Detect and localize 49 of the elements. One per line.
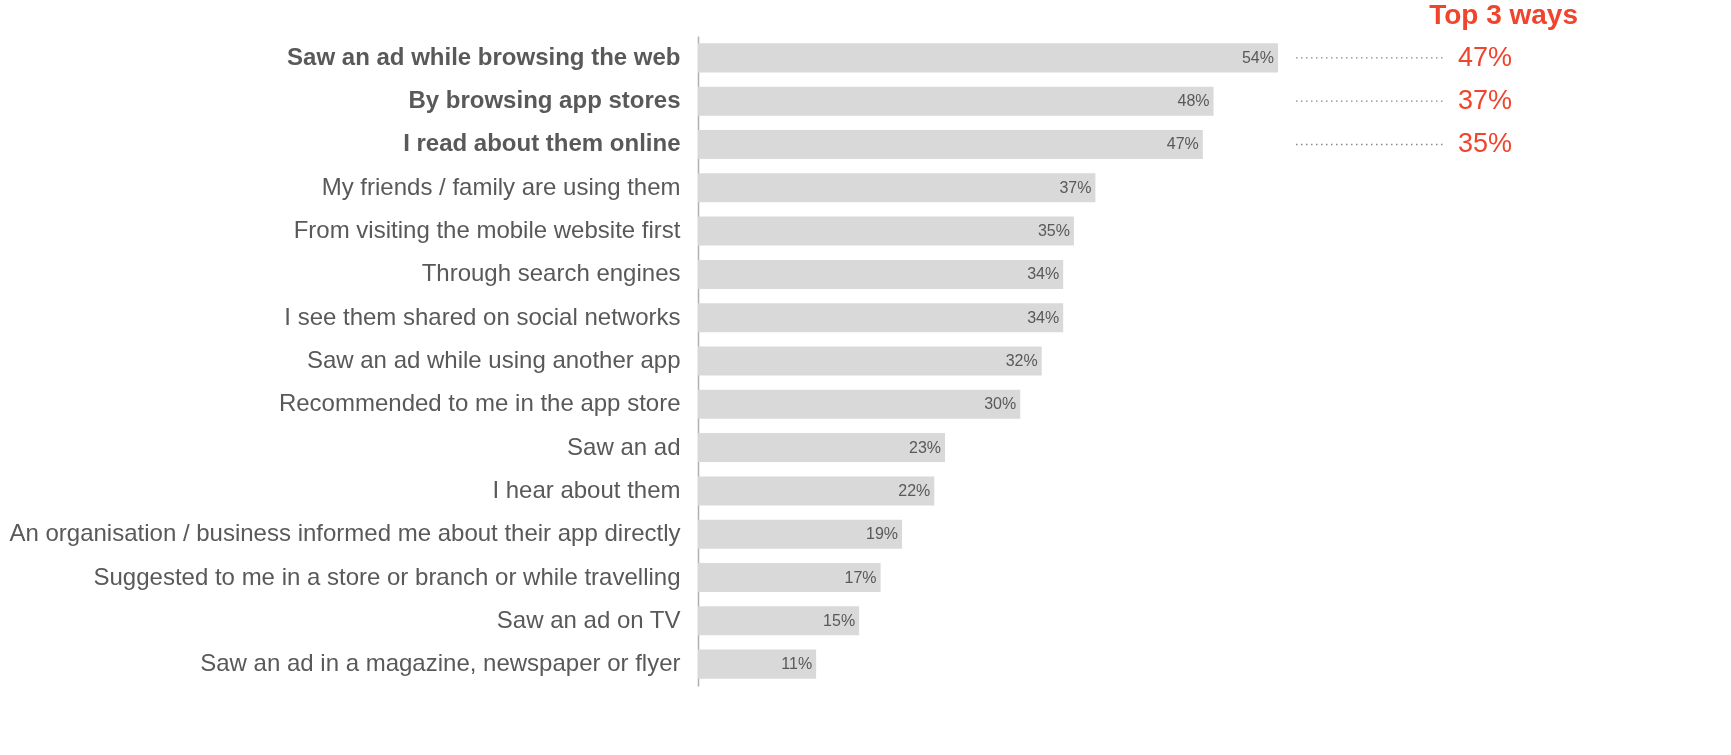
bar	[698, 649, 817, 679]
data-label: 34%	[1027, 265, 1060, 283]
y-tick-label: By browsing app stores	[408, 86, 681, 114]
data-label: 37%	[1059, 178, 1092, 196]
bar	[698, 346, 1042, 376]
data-label: 54%	[1241, 48, 1274, 66]
data-label: 11%	[781, 655, 813, 673]
data-label: 15%	[823, 611, 856, 629]
y-tick-label: Suggested to me in a store or branch or while travelling	[93, 562, 681, 590]
y-tick-label: I hear about them	[492, 475, 681, 503]
bar	[698, 433, 946, 463]
bar	[698, 86, 1214, 116]
y-tick-label: Saw an ad on TV	[496, 605, 681, 633]
data-label: 34%	[1027, 308, 1060, 326]
bar	[698, 519, 903, 549]
data-label: 22%	[898, 481, 931, 499]
text: 47%	[1458, 41, 1513, 72]
data-label: 23%	[909, 438, 942, 456]
y-tick-label: I read about them online	[403, 129, 681, 157]
y-tick-label: Saw an ad while browsing the web	[287, 42, 681, 70]
y-tick-label: Saw an ad	[567, 432, 681, 460]
bar	[698, 476, 935, 506]
bar	[698, 389, 1021, 419]
bar	[698, 129, 1203, 159]
y-tick-label: An organisation / business informed me about their app directly	[9, 519, 681, 547]
y-tick-label: Saw an ad while using another app	[306, 346, 681, 373]
y-tick-label: I see them shared on social networks	[284, 302, 681, 330]
text: Top 3 ways	[1429, 0, 1578, 30]
bar	[698, 259, 1064, 289]
text: 35%	[1458, 128, 1513, 159]
y-tick-label: Saw an ad in a magazine, newspaper or flyer	[200, 649, 681, 677]
y-tick-label: Through search engines	[421, 259, 681, 287]
y-tick-label: My friends / family are using them	[321, 172, 681, 200]
bar	[698, 216, 1074, 246]
data-label: 35%	[1037, 222, 1070, 240]
bar	[698, 173, 1096, 203]
text: 37%	[1458, 85, 1513, 116]
bar	[698, 303, 1064, 333]
data-label: 48%	[1177, 92, 1210, 110]
data-label: 30%	[984, 395, 1017, 413]
data-label: 47%	[1166, 135, 1199, 153]
data-label: 17%	[844, 568, 877, 586]
bar	[698, 43, 1278, 73]
bar	[698, 563, 881, 593]
bar	[698, 606, 860, 636]
data-label: 19%	[866, 525, 899, 543]
y-tick-label: From visiting the mobile website first	[293, 216, 681, 244]
y-tick-label: Recommended to me in the app store	[278, 389, 681, 417]
data-label: 32%	[1005, 352, 1038, 369]
